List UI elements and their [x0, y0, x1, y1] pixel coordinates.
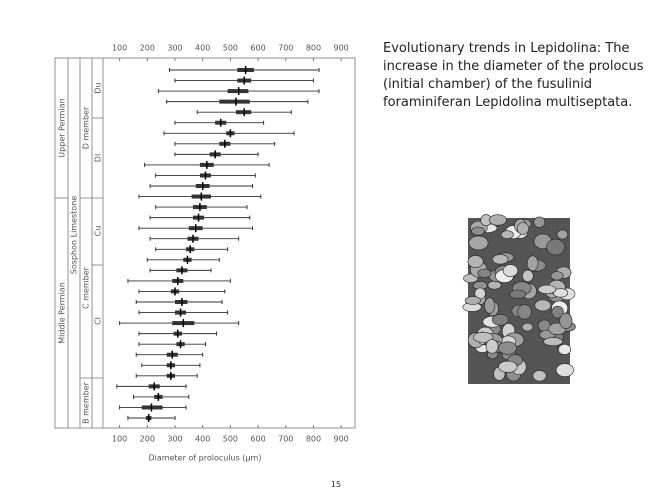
range-box [219, 99, 250, 104]
x-tick-label: 200 [140, 435, 155, 444]
pebble [537, 284, 557, 295]
page-number: 15 [330, 480, 342, 489]
pebble [543, 337, 564, 347]
pebble [555, 363, 574, 378]
pebble [492, 254, 509, 265]
x-tick-label: 900 [334, 435, 349, 444]
pebble [502, 264, 519, 277]
x-tick-label: 600 [250, 435, 265, 444]
pebble [484, 297, 496, 314]
period-label: Middle Permian [58, 282, 67, 344]
pebble [467, 255, 484, 269]
x-tick-label: 600 [250, 44, 265, 53]
unit-label: Cl [94, 317, 103, 325]
pebble [521, 322, 534, 332]
pebble [473, 331, 494, 343]
x-tick-label: 400 [195, 44, 210, 53]
x-tick-label: 800 [306, 44, 321, 53]
fossil-photo-texture [462, 214, 576, 382]
pebble [517, 304, 532, 320]
pebble [498, 341, 517, 355]
x-tick-label: 700 [278, 44, 293, 53]
x-tick-label: 500 [223, 44, 238, 53]
x-tick-label: 900 [334, 44, 349, 53]
x-tick-label: 400 [195, 435, 210, 444]
x-tick-label: 500 [223, 435, 238, 444]
member-label: D member [82, 106, 91, 149]
pebble [559, 312, 573, 329]
pebble [488, 214, 507, 226]
x-tick-label: 100 [112, 435, 127, 444]
x-tick-label: 300 [167, 435, 182, 444]
unit-label: Cu [94, 226, 103, 237]
x-tick-label: 700 [278, 435, 293, 444]
pebble [491, 313, 509, 326]
member-label: B member [82, 381, 91, 424]
pebble [487, 280, 502, 290]
pebble [485, 339, 499, 354]
x-tick-label: 300 [167, 44, 182, 53]
pebble [534, 299, 552, 312]
unit-label: Du [94, 82, 103, 93]
x-tick-label: 800 [306, 435, 321, 444]
pebble [546, 238, 566, 256]
x-tick-label: 200 [140, 44, 155, 53]
pebble [464, 296, 481, 305]
x-tick-label: 100 [112, 44, 127, 53]
pebble [532, 370, 547, 382]
pebble [526, 255, 539, 272]
pebble [551, 305, 564, 319]
pebble [468, 235, 489, 251]
pebble [553, 288, 569, 298]
pebble [500, 230, 514, 239]
pebble [471, 226, 485, 236]
unit-label: Dl [94, 154, 103, 162]
pebble [550, 271, 564, 281]
pebble [558, 343, 572, 355]
frame [54, 57, 356, 429]
caption: Evolutionary trends in Lepidolina: The i… [383, 41, 644, 110]
pebble [477, 268, 492, 279]
pebble [509, 289, 527, 299]
formation-label: Sosphon Limestone [70, 196, 79, 274]
pebble [498, 360, 518, 373]
pebble [522, 269, 534, 282]
member-label: C member [82, 266, 91, 309]
x-axis-label: Diameter of proloculus (μm) [149, 454, 262, 463]
pebble [516, 222, 530, 235]
pebble [556, 229, 569, 240]
period-label: Upper Permian [58, 98, 67, 157]
pebble [533, 216, 546, 228]
